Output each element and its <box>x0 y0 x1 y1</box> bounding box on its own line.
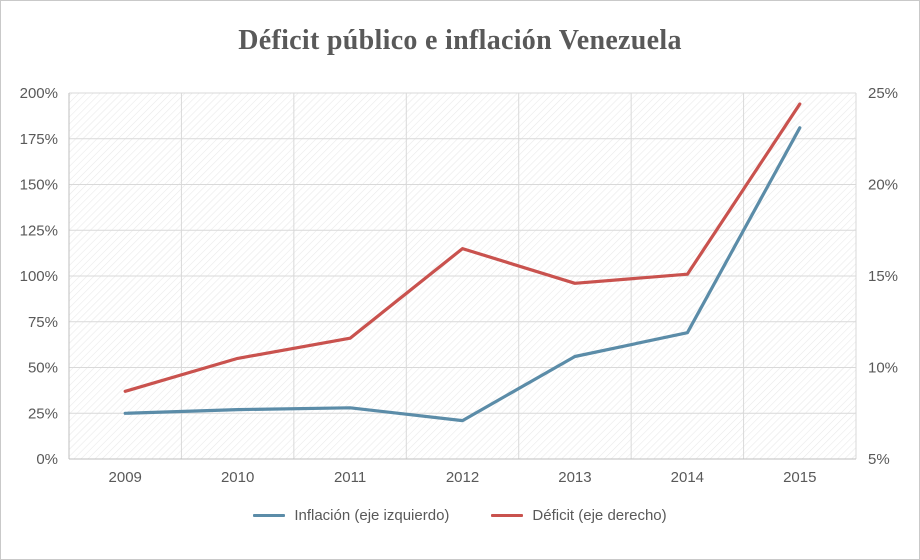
right-axis-tick: 10% <box>868 360 898 377</box>
legend-label-deficit: Déficit (eje derecho) <box>532 507 667 524</box>
x-axis-label: 2009 <box>109 469 142 486</box>
chart-title: Déficit público e inflación Venezuela <box>238 25 682 56</box>
x-axis-label: 2012 <box>446 469 479 486</box>
left-axis-tick: 175% <box>20 131 58 148</box>
legend-label-inflacion: Inflación (eje izquierdo) <box>294 507 450 524</box>
left-axis-tick: 100% <box>20 268 58 285</box>
series-line <box>123 126 802 423</box>
plot-group: 0% 25% 50% 75% 100% 125% 150% 175% 200% 5% 10% 15% 2… <box>20 85 898 486</box>
legend-item-deficit: Déficit (eje derecho) <box>491 507 667 524</box>
left-axis-tick: 50% <box>28 360 58 377</box>
left-axis-tick: 25% <box>28 405 58 422</box>
right-axis-tick: 15% <box>868 268 898 285</box>
legend-swatch <box>491 514 524 517</box>
legend-swatch <box>253 514 286 517</box>
right-axis-tick: 25% <box>868 85 898 102</box>
left-axis-tick: 200% <box>20 85 58 102</box>
left-axis-tick: 150% <box>20 177 58 194</box>
left-axis-tick: 75% <box>28 314 58 331</box>
left-axis-tick: 125% <box>20 222 58 239</box>
legend-item-inflacion: Inflación (eje izquierdo) <box>253 507 449 524</box>
right-axis-tick: 20% <box>868 177 898 194</box>
x-axis-label: 2013 <box>558 469 591 486</box>
x-axis-label: 2014 <box>671 469 704 486</box>
x-axis-label: 2015 <box>783 469 816 486</box>
x-axis-label: 2011 <box>334 469 366 486</box>
series-line <box>123 102 802 393</box>
right-axis-tick: 5% <box>868 451 890 468</box>
x-axis-label: 2010 <box>221 469 254 486</box>
left-axis-tick: 0% <box>36 451 58 468</box>
chart-legend: Inflación (eje izquierdo) Déficit (eje d… <box>1 507 919 524</box>
